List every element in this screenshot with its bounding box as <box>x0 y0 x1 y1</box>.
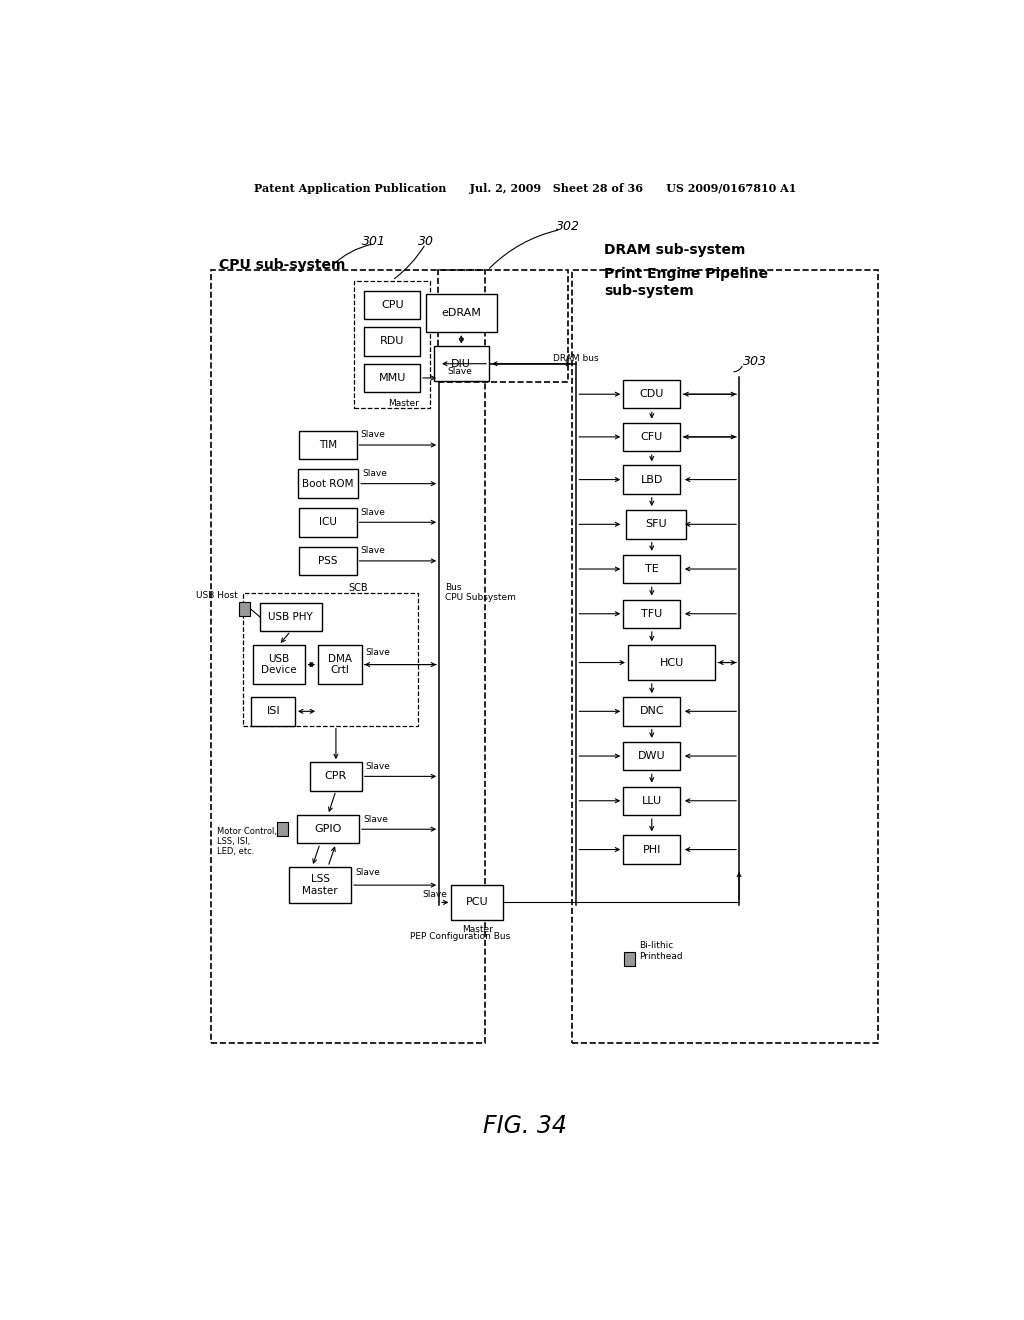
Bar <box>624 422 680 451</box>
Bar <box>365 327 420 355</box>
Bar <box>626 510 686 539</box>
Text: RDU: RDU <box>380 337 404 346</box>
Bar <box>299 546 356 576</box>
Text: GPIO: GPIO <box>314 824 342 834</box>
Text: Slave: Slave <box>366 762 390 771</box>
Bar <box>354 281 430 408</box>
Text: DRAM bus: DRAM bus <box>553 354 598 363</box>
Bar <box>624 742 680 771</box>
Text: Slave: Slave <box>360 430 385 440</box>
Text: USB
Device: USB Device <box>261 653 297 676</box>
Text: DRAM sub-system: DRAM sub-system <box>604 243 745 257</box>
Bar <box>624 787 680 814</box>
Text: Master: Master <box>462 925 493 935</box>
Bar <box>260 602 322 631</box>
Text: DMA
Crtl: DMA Crtl <box>328 653 352 676</box>
Text: CPR: CPR <box>325 771 347 781</box>
Text: USB PHY: USB PHY <box>268 611 313 622</box>
Bar <box>572 271 878 1043</box>
Bar <box>278 822 289 837</box>
Bar <box>624 697 680 726</box>
Text: Bi-lithic
Printhead: Bi-lithic Printhead <box>639 941 683 961</box>
Bar <box>365 364 420 392</box>
Text: 303: 303 <box>743 355 767 368</box>
Text: DWU: DWU <box>638 751 666 762</box>
Text: PCU: PCU <box>466 898 488 907</box>
Text: 301: 301 <box>362 235 386 248</box>
Text: Slave: Slave <box>447 367 472 376</box>
Text: CPU: CPU <box>381 300 403 310</box>
Text: Patent Application Publication      Jul. 2, 2009   Sheet 28 of 36      US 2009/0: Patent Application Publication Jul. 2, 2… <box>254 183 796 194</box>
Text: LSS
Master: LSS Master <box>302 874 338 896</box>
Text: Slave: Slave <box>366 648 390 657</box>
Text: Slave: Slave <box>355 869 380 878</box>
Bar <box>624 952 635 966</box>
Bar <box>624 554 680 583</box>
Bar <box>253 645 304 684</box>
Text: MMU: MMU <box>379 374 406 383</box>
Text: ISI: ISI <box>266 706 280 717</box>
Bar <box>243 594 418 726</box>
Bar <box>318 645 361 684</box>
Bar <box>299 508 356 536</box>
Text: PHI: PHI <box>643 845 660 854</box>
Text: eDRAM: eDRAM <box>441 308 481 318</box>
Bar <box>433 346 489 381</box>
Text: Slave: Slave <box>362 469 387 478</box>
Bar <box>628 645 716 680</box>
Bar <box>624 380 680 408</box>
Text: DNC: DNC <box>639 706 665 717</box>
Text: Boot ROM: Boot ROM <box>302 479 353 488</box>
Text: Motor Control,
LSS, ISI,
LED, etc.: Motor Control, LSS, ISI, LED, etc. <box>217 826 276 857</box>
Bar <box>426 293 497 333</box>
Text: PEP Configuration Bus: PEP Configuration Bus <box>410 932 510 941</box>
Text: CDU: CDU <box>640 389 664 399</box>
Text: SCB: SCB <box>348 583 368 593</box>
Text: DIU: DIU <box>452 359 471 368</box>
Bar <box>299 430 356 459</box>
Bar <box>310 762 361 791</box>
Text: 30: 30 <box>418 235 433 248</box>
Text: LBD: LBD <box>641 475 663 484</box>
Text: Master: Master <box>388 399 419 408</box>
Text: Slave: Slave <box>360 546 385 556</box>
Text: PSS: PSS <box>318 556 338 566</box>
Bar <box>240 602 250 615</box>
Bar <box>437 271 568 381</box>
Text: CPU sub-system: CPU sub-system <box>219 259 346 272</box>
Text: SFU: SFU <box>645 519 667 529</box>
Text: Print Engine Pipeline
sub-system: Print Engine Pipeline sub-system <box>604 268 768 297</box>
Text: FIG. 34: FIG. 34 <box>483 1114 566 1138</box>
Bar <box>624 466 680 494</box>
Text: ICU: ICU <box>319 517 337 527</box>
Text: Slave: Slave <box>423 890 447 899</box>
Bar <box>298 470 358 498</box>
Text: TFU: TFU <box>641 609 663 619</box>
Text: Slave: Slave <box>362 814 388 824</box>
Bar <box>252 697 295 726</box>
Text: LLU: LLU <box>642 796 662 805</box>
Text: Bus
CPU Subsystem: Bus CPU Subsystem <box>445 582 516 602</box>
Bar <box>289 867 351 903</box>
Text: CFU: CFU <box>641 432 663 442</box>
Text: Slave: Slave <box>360 508 385 516</box>
Bar <box>624 836 680 863</box>
Bar <box>211 271 485 1043</box>
Text: TE: TE <box>645 564 658 574</box>
Bar <box>624 599 680 628</box>
Bar <box>365 290 420 319</box>
Bar <box>452 886 503 920</box>
Text: HCU: HCU <box>659 657 684 668</box>
Text: TIM: TIM <box>318 440 337 450</box>
Text: 302: 302 <box>556 220 581 234</box>
Text: USB Host: USB Host <box>196 591 238 601</box>
Bar <box>297 814 359 843</box>
